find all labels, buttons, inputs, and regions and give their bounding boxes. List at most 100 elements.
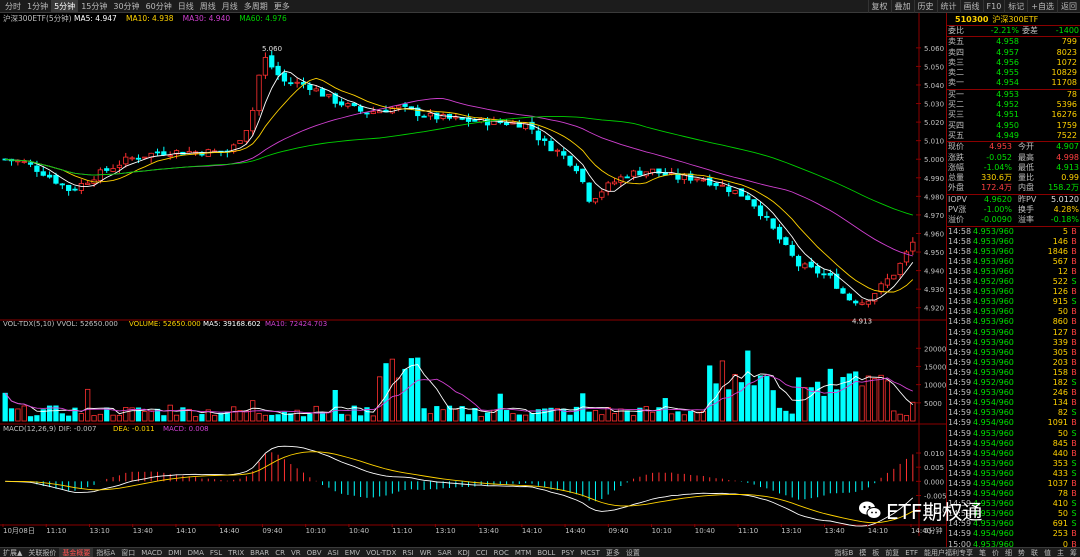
period-tab[interactable]: 日线 bbox=[177, 1, 194, 11]
tick-volume: 0 bbox=[1062, 539, 1068, 549]
panel-tab[interactable]: 势 bbox=[1018, 548, 1025, 557]
volume-bar bbox=[802, 387, 808, 422]
indicator-tab[interactable]: MCST bbox=[580, 548, 600, 557]
indicator-b-tab[interactable]: 模 bbox=[859, 548, 867, 557]
tick-volume: 353 bbox=[1052, 458, 1068, 468]
panel-tab[interactable]: 能用户福利专享 bbox=[924, 548, 973, 557]
ma-line-10 bbox=[5, 77, 914, 293]
panel-tab[interactable]: 联 bbox=[1031, 548, 1038, 557]
volume-bar bbox=[148, 410, 154, 422]
indicator-tab[interactable]: TRIX bbox=[228, 548, 245, 557]
iopv-row-label2: 昨PV bbox=[1018, 194, 1037, 204]
tick-volume: 339 bbox=[1052, 337, 1068, 347]
toolbar-tab[interactable]: 复权 bbox=[867, 0, 891, 13]
ask-row: 卖四 4.957 8023 bbox=[947, 48, 1080, 58]
candle-body bbox=[332, 93, 338, 104]
indicator-tab[interactable]: MACD bbox=[141, 548, 163, 557]
indicator-tab[interactable]: OBV bbox=[306, 548, 322, 557]
indicator-tab[interactable]: ROC bbox=[493, 548, 509, 557]
period-tab[interactable]: 15分钟 bbox=[81, 1, 108, 11]
period-tab[interactable]: 5分钟 bbox=[51, 0, 79, 13]
indicator-tab[interactable]: SAR bbox=[437, 548, 452, 557]
tick-price: 4.953/960 bbox=[973, 509, 1014, 519]
bottom-tab[interactable]: 扩展▲ bbox=[3, 548, 23, 557]
volume-bar bbox=[783, 410, 789, 422]
panel-tab[interactable]: 笔 bbox=[979, 548, 986, 557]
volume-bar bbox=[637, 407, 643, 422]
period-tab[interactable]: 月线 bbox=[221, 1, 238, 11]
ask-row-label: 卖四 bbox=[948, 47, 964, 57]
tick-volume: 567 bbox=[1052, 256, 1068, 266]
ask-row-label: 卖一 bbox=[948, 78, 964, 88]
bid-row-label: 买一 bbox=[948, 89, 964, 99]
period-tab[interactable]: 1分钟 bbox=[27, 1, 49, 11]
panel-tab[interactable]: 价 bbox=[992, 548, 999, 557]
toolbar-tab[interactable]: 叠加 bbox=[890, 0, 914, 13]
indicator-tab[interactable]: CCI bbox=[475, 548, 488, 557]
volume-bar bbox=[611, 413, 618, 422]
indicator-b-tab[interactable]: 指标B bbox=[834, 548, 854, 557]
x-tick-label: 14:10 bbox=[868, 527, 888, 535]
indicator-tab[interactable]: DMI bbox=[168, 548, 182, 557]
indicator-tab[interactable]: DMA bbox=[187, 548, 204, 557]
indicator-b-tab[interactable]: ETF bbox=[905, 548, 918, 557]
indicator-tab[interactable]: ASI bbox=[327, 548, 339, 557]
indicator-tab[interactable]: KDJ bbox=[457, 548, 470, 557]
y-tick-label: 4.970 bbox=[924, 212, 944, 220]
tick-volume: 410 bbox=[1052, 499, 1068, 509]
panel-tab[interactable]: 筹 bbox=[1070, 548, 1077, 557]
ask-row-price: 4.957 bbox=[996, 47, 1019, 57]
tick-side: B bbox=[1071, 478, 1077, 488]
indicator-tab[interactable]: FSL bbox=[209, 548, 223, 557]
tick-row: 14:59 4.953/960 203 B bbox=[947, 358, 1080, 368]
toolbar-tab[interactable]: +自选 bbox=[1027, 0, 1057, 13]
bid-row: 买四 4.950 1759 bbox=[947, 121, 1080, 131]
indicator-tab[interactable]: RSI bbox=[402, 548, 414, 557]
candle-body bbox=[313, 88, 319, 92]
volume-bar bbox=[859, 385, 865, 422]
bottom-tab[interactable]: 关联报价 bbox=[28, 548, 57, 557]
volume-bar bbox=[357, 415, 364, 422]
tick-list[interactable]: 14:58 4.953/960 5 B 14:58 4.953/960 146 B 14:58 4… bbox=[947, 225, 1080, 550]
y-tick-label: 4.990 bbox=[924, 175, 944, 183]
toolbar-tab[interactable]: F10 bbox=[982, 0, 1005, 13]
weicha-label: 委差 bbox=[1022, 26, 1038, 35]
indicator-tab[interactable]: MTM bbox=[514, 548, 532, 557]
candle-body bbox=[859, 302, 865, 305]
indicator-tab[interactable]: 窗口 bbox=[121, 548, 136, 557]
indicator-b-tab[interactable]: 前复 bbox=[885, 548, 900, 557]
indicator-tab[interactable]: CR bbox=[275, 548, 285, 557]
indicator-tab[interactable]: BRAR bbox=[250, 548, 270, 557]
vol-y-tick-label: 5000 bbox=[924, 400, 942, 408]
toolbar-tab[interactable]: 统计 bbox=[936, 0, 960, 13]
tick-volume: 82 bbox=[1057, 408, 1068, 418]
period-tab[interactable]: 30分钟 bbox=[113, 1, 140, 11]
kline-chart[interactable]: 5.060 5.050 5.040 5.030 5.020 5.010 5.000 4.990… bbox=[0, 13, 946, 547]
period-tab[interactable]: 60分钟 bbox=[145, 1, 172, 11]
toolbar-tab[interactable]: 历史 bbox=[913, 0, 937, 13]
indicator-tab[interactable]: WR bbox=[419, 548, 432, 557]
period-tab[interactable]: 更多 bbox=[273, 1, 290, 11]
indicator-tab[interactable]: BOLL bbox=[537, 548, 556, 557]
period-tab[interactable]: 多周期 bbox=[243, 1, 268, 11]
indicator-b-tab[interactable]: 板 bbox=[872, 548, 880, 557]
indicator-tab[interactable]: VOL-TDX bbox=[366, 548, 397, 557]
toolbar-tab[interactable]: 画线 bbox=[959, 0, 983, 13]
toolbar-tab[interactable]: 返回 bbox=[1057, 0, 1080, 13]
stat-row-value2: 4.907 bbox=[1056, 142, 1079, 152]
bottom-tab[interactable]: 基金概要 bbox=[59, 547, 94, 557]
period-tab[interactable]: 周线 bbox=[199, 1, 216, 11]
period-tab[interactable]: 分时 bbox=[5, 1, 21, 11]
indicator-tab[interactable]: 指标A bbox=[96, 548, 116, 557]
panel-tab[interactable]: 主 bbox=[1057, 548, 1064, 557]
volume-bar bbox=[605, 407, 611, 422]
indicator-tab[interactable]: 更多 bbox=[605, 548, 620, 557]
panel-tab[interactable]: 细 bbox=[1005, 548, 1012, 557]
toolbar-tab[interactable]: 标记 bbox=[1004, 0, 1027, 13]
indicator-tab[interactable]: 设置 bbox=[625, 548, 640, 557]
indicator-tab[interactable]: EMV bbox=[344, 548, 361, 557]
indicator-tab[interactable]: VR bbox=[290, 548, 301, 557]
panel-tab[interactable]: 值 bbox=[1044, 548, 1051, 557]
indicator-tab[interactable]: PSY bbox=[561, 548, 575, 557]
tick-volume: 305 bbox=[1052, 347, 1068, 357]
